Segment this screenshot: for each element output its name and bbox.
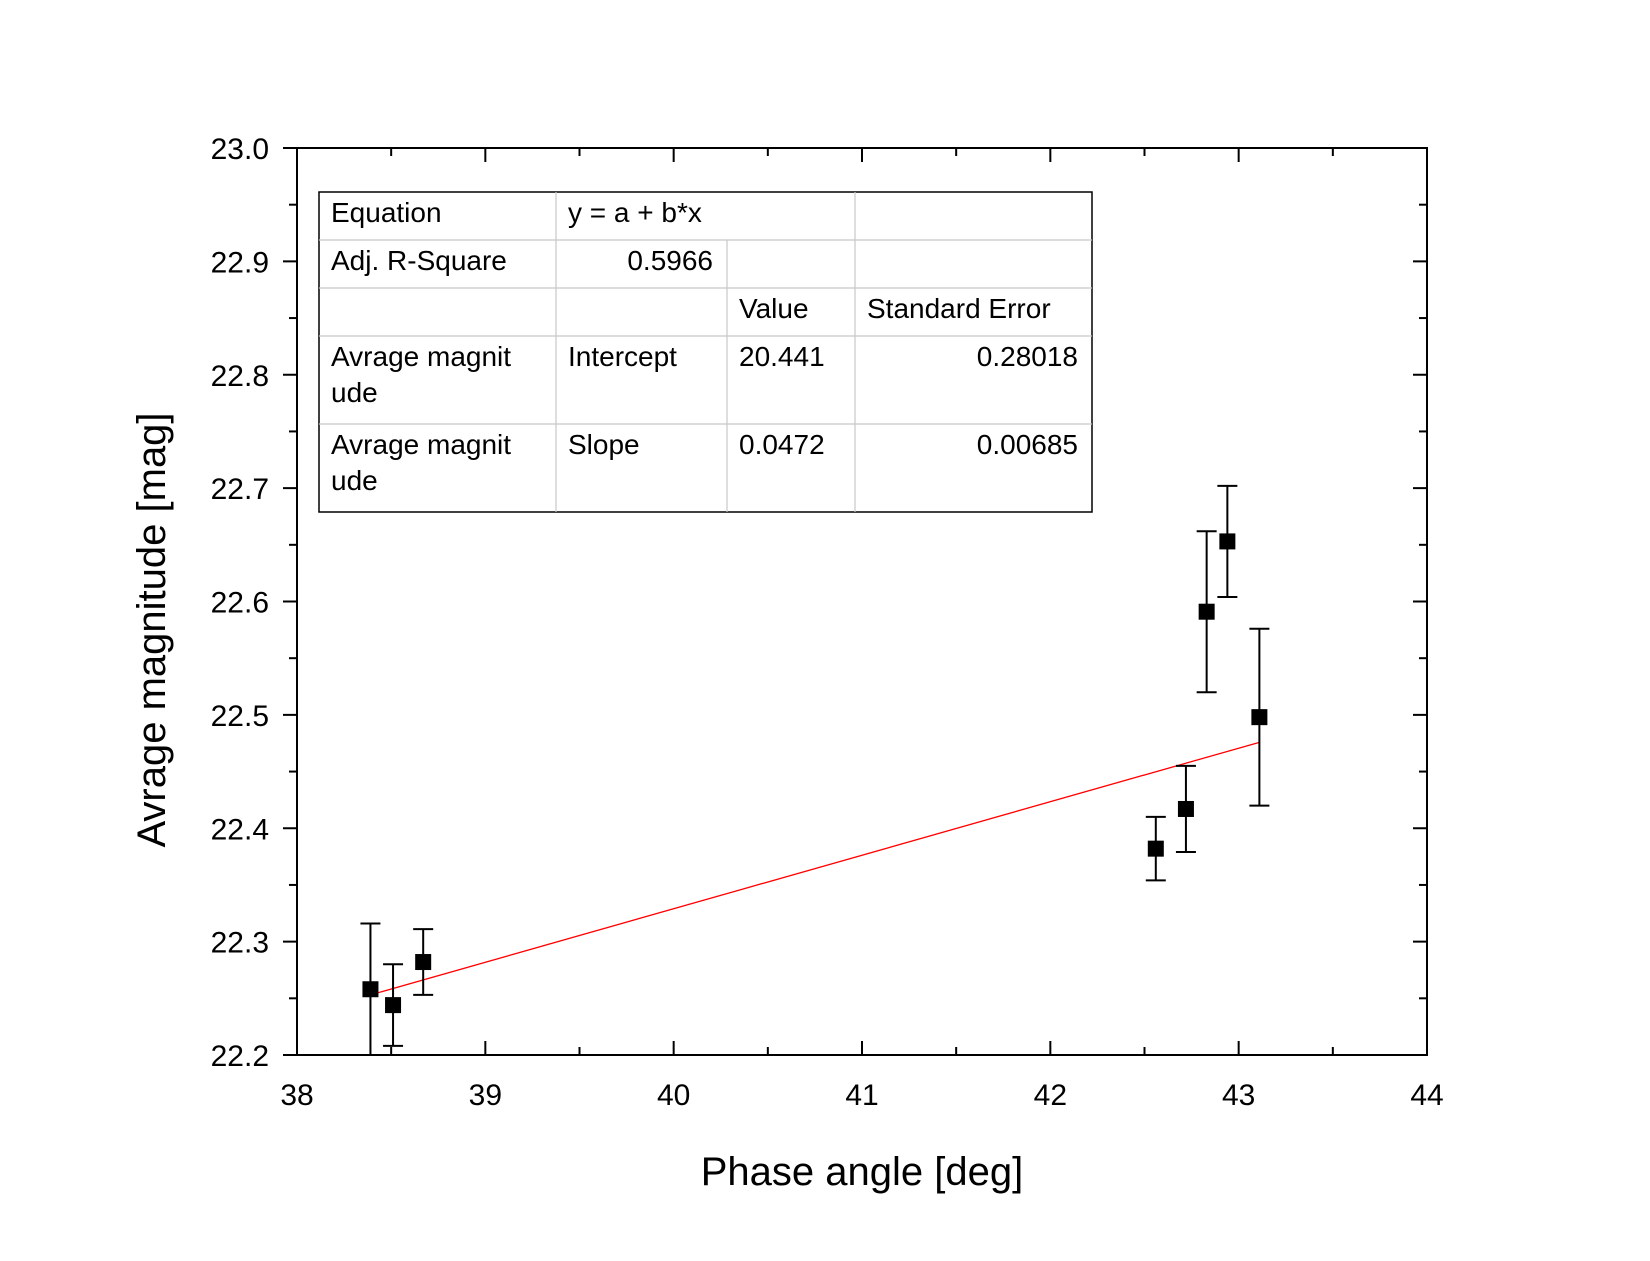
y-tick-label: 22.6: [211, 587, 269, 620]
table-cell-line: ude: [331, 465, 378, 496]
table-cell-line: 0.0472: [739, 429, 825, 460]
data-point-4: [1175, 764, 1196, 854]
table-cell-line: Avrage magnit: [331, 429, 511, 460]
table-cell-r4-c0: Avrage magnit ude: [331, 429, 511, 496]
fit-line: [370, 741, 1260, 996]
table-cell-r1-c0: Adj. R-Square: [331, 245, 507, 276]
y-tick-label: 22.3: [211, 927, 269, 960]
x-tick-label: 43: [1222, 1079, 1255, 1112]
table-cell-line: 20.441: [739, 341, 825, 372]
data-point-2: [413, 928, 434, 996]
table-cell-line: 0.28018: [977, 341, 1078, 372]
y-tick-label: 22.7: [211, 473, 269, 506]
y-tick-label: 22.2: [211, 1040, 269, 1073]
y-tick-label: 22.4: [211, 813, 269, 846]
axes-layer: 38 39 40 41 42 43 44 22.2 22.3 22.4 22.5 22.6 22.7 22…: [211, 133, 1444, 1112]
data-point-5: [1196, 530, 1217, 694]
table-cell-line: ude: [331, 377, 378, 408]
table-cell-r2-c2: Value: [739, 293, 809, 324]
table-cell-line: Value: [739, 293, 809, 324]
x-tick-label: 39: [469, 1079, 502, 1112]
marker-4: [1177, 800, 1194, 817]
y-tick-label: 23.0: [211, 133, 269, 166]
marker-7: [1251, 709, 1268, 726]
marker-6: [1219, 533, 1236, 550]
table-cell-r0-c1: y = a + b*x: [568, 197, 702, 228]
table-cell-r3-c0: Avrage magnit ude: [331, 341, 511, 408]
data-point-3: [1145, 815, 1166, 882]
data-point-6: [1217, 484, 1238, 598]
fit-results-table: Equation y = a + b*x Adj. R-Square 0.5966 Va…: [318, 191, 1093, 513]
table-cell-r3-c2: 20.441: [739, 341, 825, 372]
table-cell-r3-c3: 0.28018: [977, 341, 1078, 372]
data-point-7: [1249, 627, 1270, 807]
marker-3: [1147, 840, 1164, 857]
table-cell-r4-c3: 0.00685: [977, 429, 1078, 460]
x-tick-label: 42: [1034, 1079, 1067, 1112]
table-cell-r2-c3: Standard Error: [867, 293, 1051, 324]
table-cell-line: Slope: [568, 429, 640, 460]
table-cell-line: 0.00685: [977, 429, 1078, 460]
table-cell-r3-c1: Intercept: [568, 341, 677, 372]
data-point-1: [383, 963, 404, 1047]
marker-2: [415, 954, 432, 971]
x-tick-label: 41: [845, 1079, 878, 1112]
table-cell-line: 0.5966: [627, 245, 713, 276]
table-cell-r4-c1: Slope: [568, 429, 640, 460]
y-tick-label: 22.5: [211, 700, 269, 733]
table-cell-line: Adj. R-Square: [331, 245, 507, 276]
table-cell-line: Standard Error: [867, 293, 1051, 324]
marker-5: [1198, 603, 1215, 620]
table-border: [318, 191, 1093, 513]
x-axis-title: Phase angle [deg]: [701, 1150, 1023, 1194]
marker-1: [385, 997, 402, 1014]
y-tick-label: 22.8: [211, 360, 269, 393]
x-tick-label: 40: [657, 1079, 690, 1112]
table-cell-line: y = a + b*x: [568, 197, 702, 228]
marker-0: [362, 981, 379, 998]
x-tick-label: 38: [280, 1079, 313, 1112]
table-cell-r1-c1: 0.5966: [627, 245, 713, 276]
y-axis-title: Avrage magnitude [mag]: [130, 412, 174, 847]
y-tick-label: 22.9: [211, 246, 269, 279]
x-tick-label: 44: [1410, 1079, 1443, 1112]
data-layer: [360, 484, 1270, 1056]
table-cell-line: Equation: [331, 197, 442, 228]
table-cell-line: Avrage magnit: [331, 341, 511, 372]
table-cell-r4-c2: 0.0472: [739, 429, 825, 460]
table-cell-r0-c0: Equation: [331, 197, 442, 228]
table-cell-line: Intercept: [568, 341, 677, 372]
